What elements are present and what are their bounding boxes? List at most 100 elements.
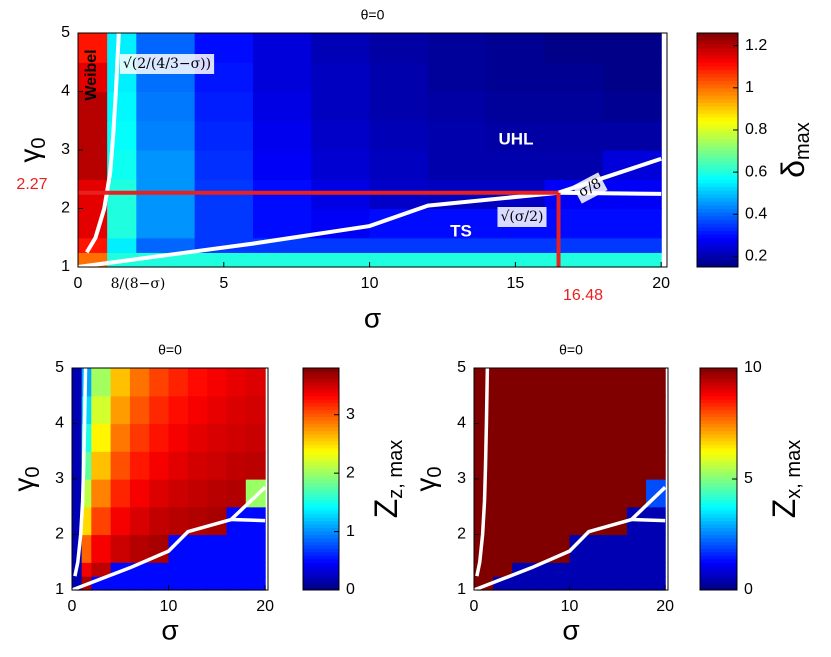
heat-cell xyxy=(78,120,108,151)
heat-cell xyxy=(81,451,92,480)
colorbar-swatch xyxy=(697,69,738,74)
heat-cell xyxy=(588,368,609,397)
heat-cell xyxy=(252,120,312,151)
heat-cell xyxy=(602,208,662,239)
heat-cell xyxy=(311,120,371,151)
heat-cell xyxy=(252,150,312,180)
colorbar-swatch xyxy=(697,95,738,100)
heat-cell xyxy=(129,576,150,591)
colorbar-swatch xyxy=(700,430,737,435)
heat-cell xyxy=(602,62,662,93)
colorbar-swatch xyxy=(700,537,737,542)
colorbar-tick-label: 2 xyxy=(346,464,355,481)
y-axis-symbol: γ xyxy=(14,149,45,163)
colorbar-tick-label: 10 xyxy=(744,359,762,376)
colorbar-swatch xyxy=(697,62,738,67)
colorbar-swatch xyxy=(303,378,339,383)
colorbar-swatch xyxy=(303,541,339,546)
colorbar-swatch xyxy=(697,208,738,213)
colorbar-tick-label: 0.4 xyxy=(745,206,767,223)
heat-cell xyxy=(569,479,590,508)
colorbar-swatch xyxy=(700,472,737,477)
heat-cell xyxy=(91,534,112,563)
colorbar-subscript: z, max xyxy=(385,440,407,499)
y-tick-label: 3 xyxy=(55,470,64,487)
y-tick-label: 1 xyxy=(61,258,70,275)
heat-cell xyxy=(474,395,485,425)
heat-cell xyxy=(110,368,131,397)
heat-cell xyxy=(149,576,170,591)
heat-cell xyxy=(91,506,112,536)
y-tick-label: 1 xyxy=(55,581,64,598)
colorbar-swatch xyxy=(303,527,339,532)
heat-cell xyxy=(626,479,647,508)
colorbar-swatch xyxy=(700,510,737,515)
heat-cell xyxy=(369,33,429,63)
heat-cell xyxy=(311,33,371,63)
colorbar-swatch xyxy=(700,416,737,421)
colorbar-swatch xyxy=(697,84,738,89)
colorbar-frame xyxy=(302,367,340,591)
colorbar-swatch xyxy=(303,583,339,588)
colorbar-swatch xyxy=(697,58,738,63)
colorbar-swatch xyxy=(303,420,339,424)
colorbar-swatch xyxy=(697,263,738,268)
heat-cell xyxy=(607,368,628,397)
colorbar-swatch xyxy=(697,201,738,206)
heat-cell xyxy=(252,62,312,93)
heat-cell xyxy=(136,91,196,122)
colorbar-swatch xyxy=(303,482,339,487)
heat-cell xyxy=(483,479,494,508)
colorbar-swatch xyxy=(303,399,339,404)
heat-cell xyxy=(129,368,150,397)
colorbar-swatch xyxy=(700,423,737,428)
colorbar-swatch xyxy=(697,219,738,224)
heat-cell xyxy=(207,451,228,480)
colorbar-swatch xyxy=(700,440,737,445)
colorbar-swatch xyxy=(700,458,737,463)
heat-cell xyxy=(483,534,494,563)
heat-cell xyxy=(311,237,371,253)
colorbar-swatch xyxy=(700,402,737,407)
heat-cell xyxy=(569,506,590,536)
heat-cell xyxy=(245,395,266,425)
heat-cell xyxy=(427,237,487,253)
y-tick-label: 3 xyxy=(457,470,466,487)
heat-cell xyxy=(72,368,83,397)
heat-cell xyxy=(550,576,571,591)
colorbar-swatch xyxy=(697,234,738,239)
colorbar-swatch xyxy=(303,565,339,570)
heat-cell xyxy=(626,534,647,563)
heat-cell xyxy=(493,395,513,425)
heat-cell xyxy=(531,534,552,563)
heat-cell xyxy=(252,208,312,239)
colorbar-swatch xyxy=(700,531,737,535)
heat-cell xyxy=(531,479,552,508)
heat-cell xyxy=(91,479,112,508)
heat-cell xyxy=(602,120,662,151)
heat-cell xyxy=(602,91,662,122)
colorbar-swatch xyxy=(700,381,737,386)
colorbar-swatch xyxy=(697,179,738,184)
colorbar-swatch xyxy=(303,492,339,497)
heat-cell xyxy=(531,576,552,591)
heat-cell xyxy=(187,576,208,591)
heat-cell xyxy=(512,451,532,480)
colorbar-swatch xyxy=(700,524,737,529)
heat-cell xyxy=(531,395,552,425)
colorbar-swatch xyxy=(697,135,738,140)
heat-cell xyxy=(531,451,552,480)
colorbar-swatch xyxy=(700,520,737,525)
y-axis-symbol: γ xyxy=(410,478,441,492)
colorbar-swatch xyxy=(700,513,737,518)
heat-cell xyxy=(531,423,552,452)
heat-cell xyxy=(72,395,83,425)
heat-cell xyxy=(486,237,546,253)
colorbar-swatch xyxy=(700,534,737,539)
heat-cell xyxy=(607,506,628,536)
colorbar-swatch xyxy=(700,413,737,418)
colorbar-swatch xyxy=(700,454,737,459)
heat-cell xyxy=(512,534,532,563)
colorbar-swatch xyxy=(697,142,738,147)
